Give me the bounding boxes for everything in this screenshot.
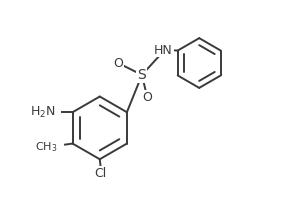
Text: Cl: Cl — [95, 167, 107, 180]
Text: O: O — [142, 91, 152, 104]
Text: H$_2$N: H$_2$N — [30, 105, 55, 120]
Text: S: S — [138, 68, 146, 82]
Text: HN: HN — [154, 44, 173, 57]
Text: O: O — [113, 57, 123, 69]
Text: CH$_3$: CH$_3$ — [35, 140, 57, 154]
